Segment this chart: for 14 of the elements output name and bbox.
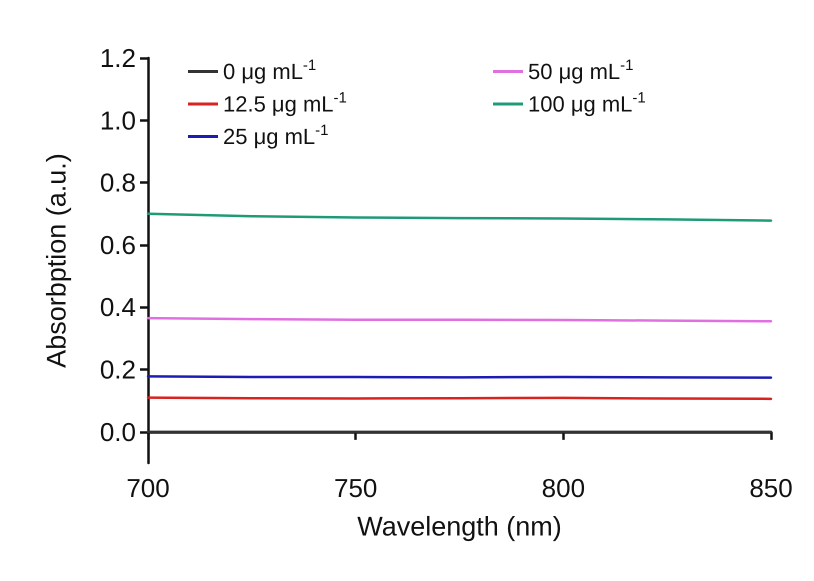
- y-tick-label: 0.8: [100, 168, 136, 198]
- x-axis-title: Wavelength (nm): [357, 512, 562, 542]
- y-tick-label: 0.0: [100, 416, 136, 447]
- y-tick-label: 0.4: [100, 292, 136, 322]
- y-tick-label: 0.2: [100, 354, 136, 385]
- line-series: [146, 212, 772, 222]
- y-tick-label: 1.0: [100, 105, 136, 136]
- x-tick-label: 750: [334, 473, 378, 503]
- x-tick-label: 800: [542, 473, 586, 503]
- y-tick-label: 0.6: [100, 230, 136, 260]
- y-tick-label: 1.2: [100, 43, 136, 73]
- x-tick-label: 700: [126, 473, 170, 503]
- x-tick-label: 850: [749, 473, 793, 503]
- y-axis-title: Absorbption (a.u.): [42, 153, 72, 368]
